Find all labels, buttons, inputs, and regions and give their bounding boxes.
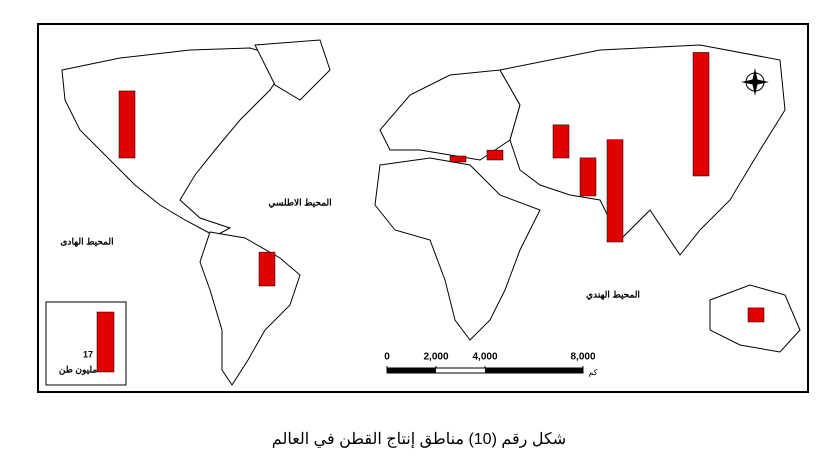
legend-unit: مليون طن [59, 364, 97, 375]
legend-bar [96, 311, 115, 373]
production-bar [118, 90, 136, 159]
scale-tick-label: 4,000 [472, 352, 497, 363]
production-bar [258, 251, 276, 287]
legend-value: 17 [83, 349, 93, 359]
scale-bar-segment [485, 368, 583, 373]
scale-unit: كم [588, 368, 597, 377]
caption: شكل رقم (10) مناطق إنتاج القطن في العالم [272, 431, 566, 448]
scale-tick-label: 2,000 [423, 352, 448, 363]
asia [499, 44, 786, 256]
scale-tick-label: 8,000 [570, 352, 595, 363]
production-bar [486, 149, 504, 161]
greenland [254, 39, 331, 101]
ocean-label: المحيط الهادى [60, 236, 113, 247]
production-bar [747, 307, 765, 323]
production-bar [692, 52, 710, 177]
world-map [61, 39, 801, 386]
production-bar [579, 157, 597, 197]
ocean-label: المحيط الاطلسي [268, 197, 331, 208]
compass [741, 68, 769, 96]
scale-bar-segment [387, 368, 436, 373]
production-bar [606, 139, 624, 243]
production-bar [552, 124, 570, 159]
production-bar [449, 155, 467, 163]
compass-star [741, 68, 769, 96]
scale-tick-label: 0 [384, 352, 390, 363]
africa [374, 157, 541, 341]
ocean-label: المحيط الهندي [586, 289, 640, 300]
